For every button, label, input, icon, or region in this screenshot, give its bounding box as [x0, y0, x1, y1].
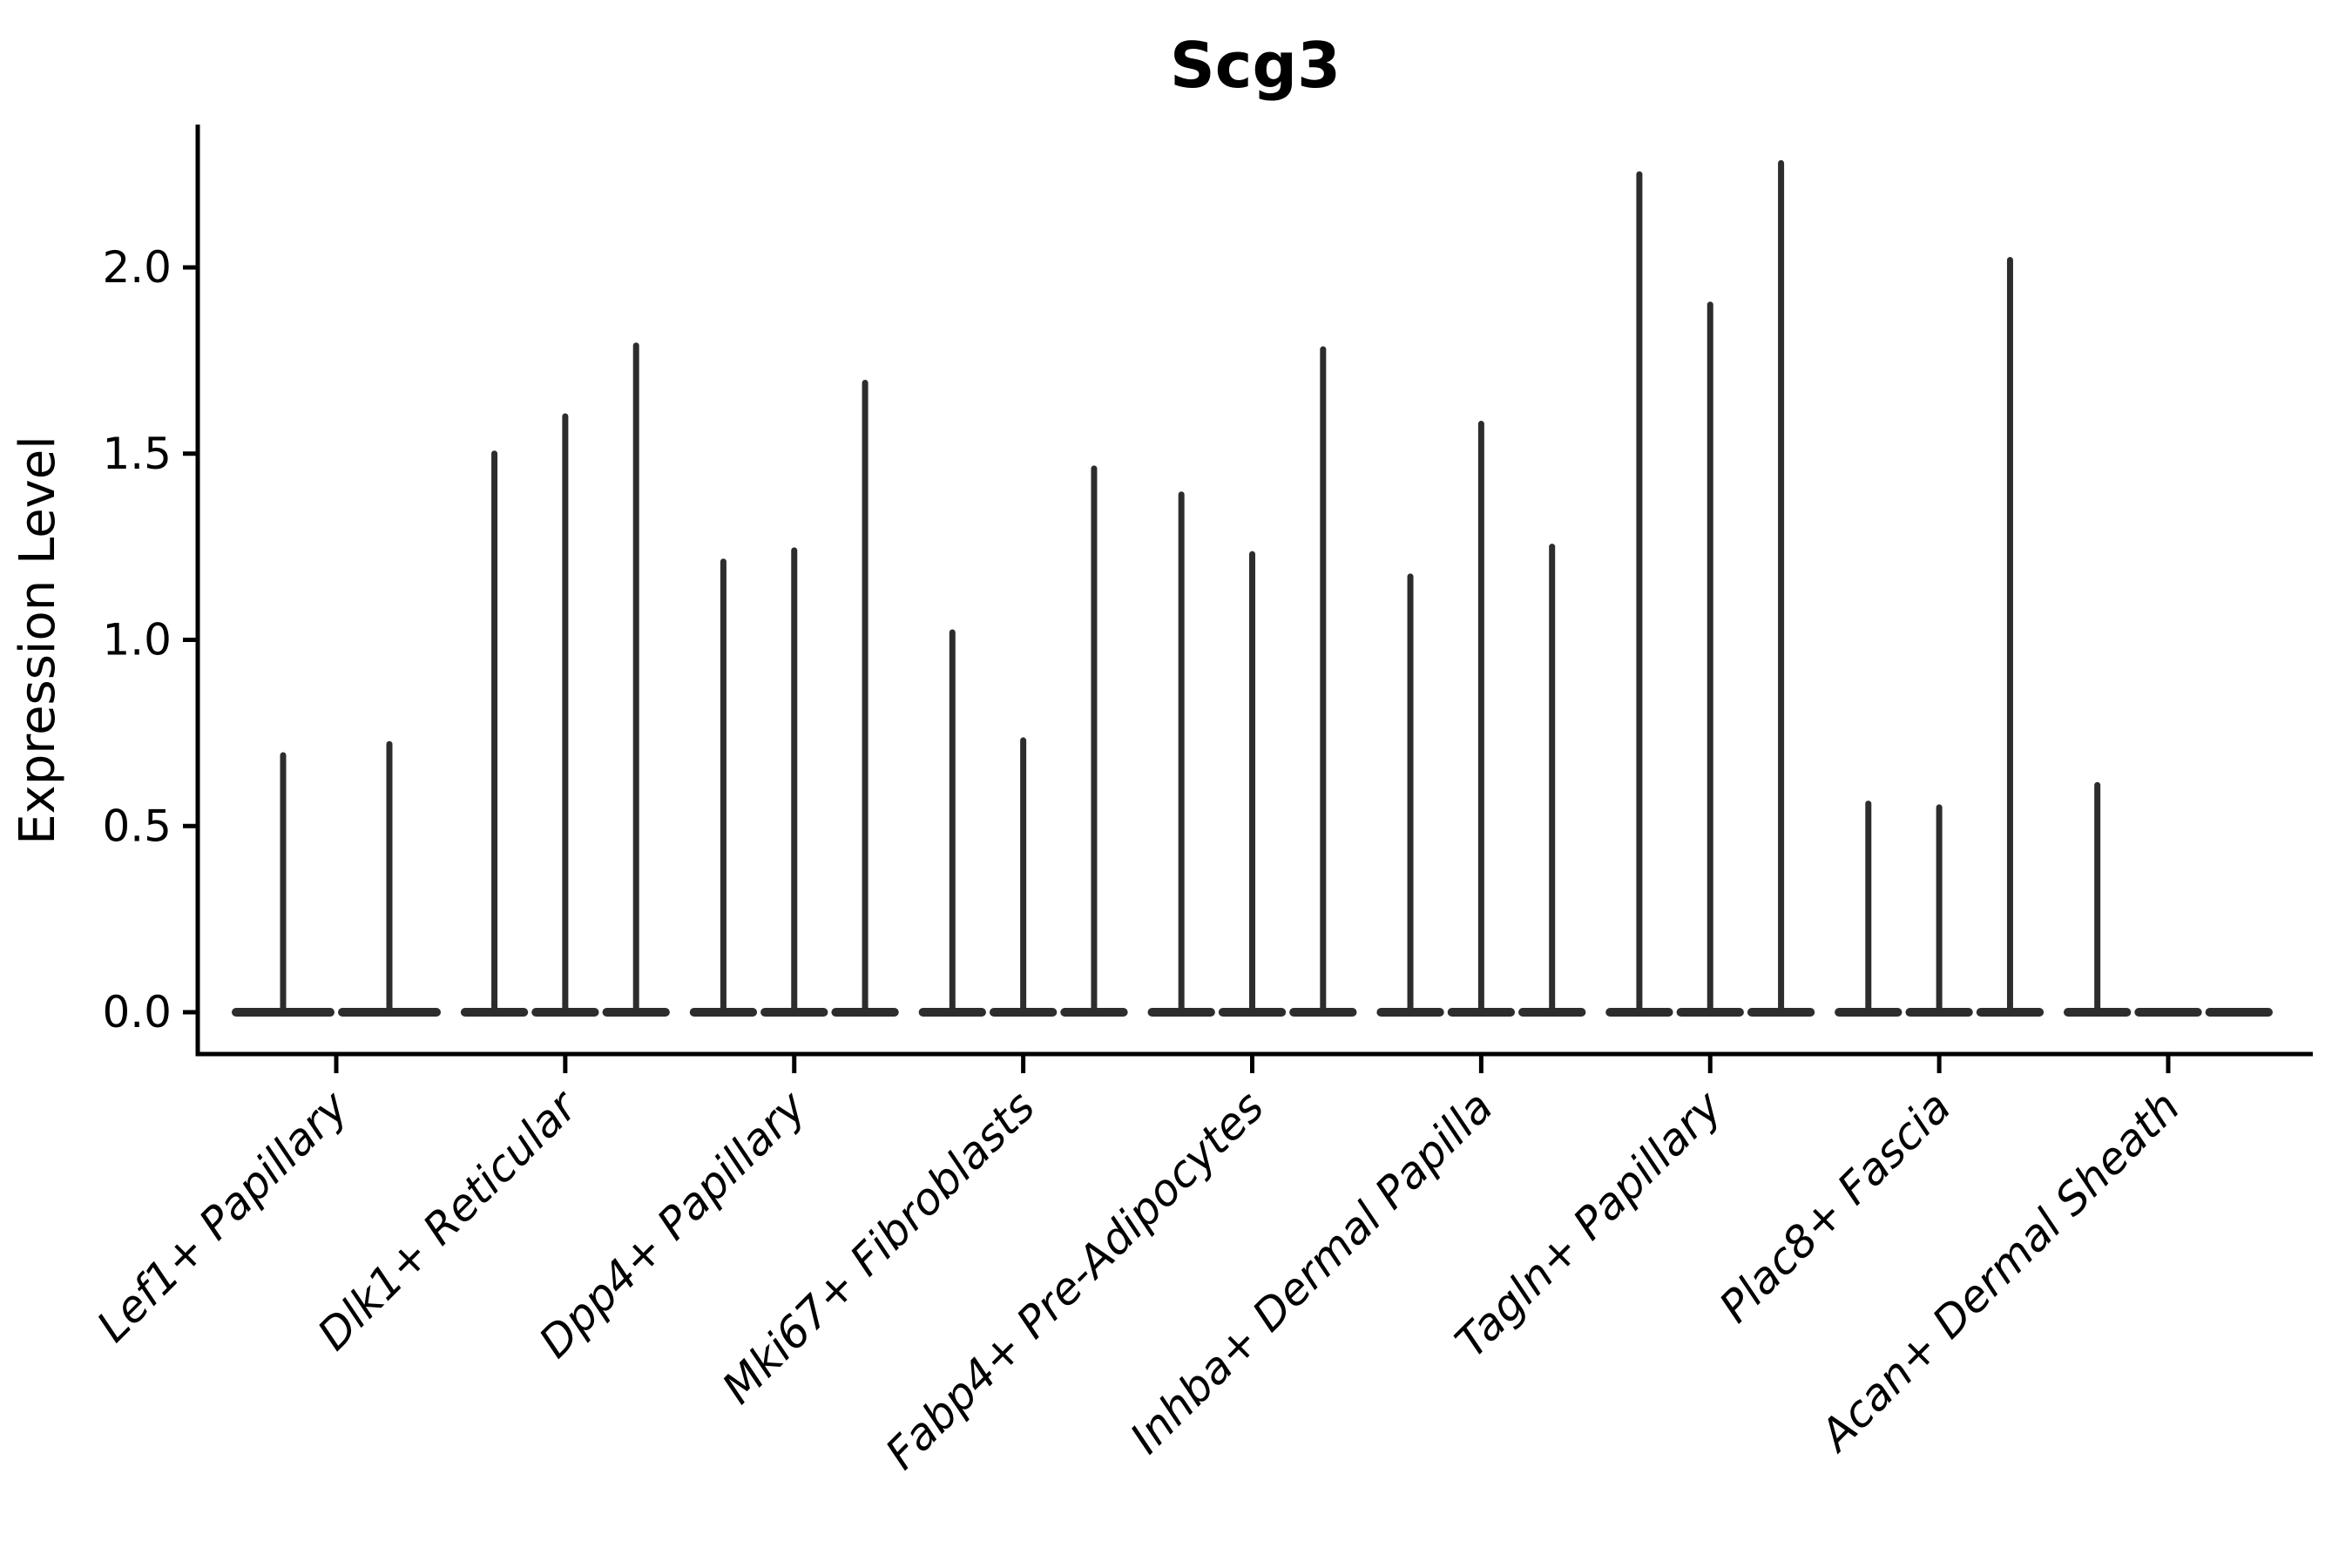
y-axis-title: Expression Level: [10, 436, 66, 845]
violin-group: [1147, 346, 1357, 1017]
x-tick-label: Lef1+ Papillary: [87, 1080, 358, 1351]
x-tick-label: Plac8+ Fascia: [1710, 1081, 1961, 1332]
violin-group: [232, 740, 441, 1017]
violin-group: [460, 342, 670, 1017]
violin-group: [1835, 256, 2044, 1017]
y-tick-label: 2.0: [102, 242, 172, 293]
violin-group: [918, 465, 1128, 1017]
y-tick-label: 0.5: [102, 801, 172, 851]
violin-group: [689, 380, 899, 1017]
x-tick-label: Fabp4+ Pre-Adipocytes: [875, 1081, 1274, 1479]
x-tick-label: Acan+ Dermal Sheath: [1809, 1081, 2190, 1462]
y-tick-label: 1.0: [102, 615, 172, 666]
violin-group: [2064, 781, 2273, 1017]
violin-base: [2205, 1008, 2273, 1017]
y-tick-label: 1.5: [102, 429, 172, 479]
violin-base: [2134, 1008, 2202, 1017]
violins-layer: [232, 159, 2273, 1017]
plot-title: Scg3: [1170, 29, 1341, 102]
violin-group: [1376, 421, 1586, 1017]
violin-group: [1605, 159, 1815, 1017]
y-tick-label: 0.0: [102, 987, 172, 1037]
x-tick-label: Inhba+ Dermal Papilla: [1120, 1081, 1502, 1463]
